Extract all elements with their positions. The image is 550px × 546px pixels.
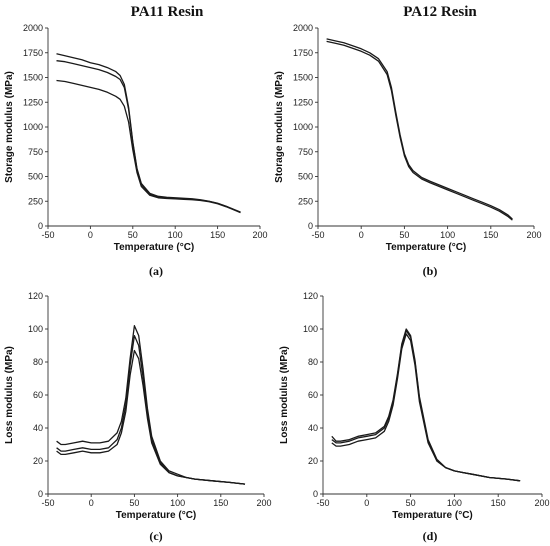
x-tick-label: 0 [359,230,364,240]
y-tick-label: 500 [28,172,43,182]
y-tick-label: 1500 [293,73,313,83]
x-tick-label: 200 [252,230,267,240]
x-tick-label: -50 [316,498,329,508]
y-tick-label: 20 [308,456,318,466]
y-tick-label: 1500 [23,73,43,83]
y-tick-label: 0 [308,221,313,231]
x-axis-label: Temperature (°C) [386,242,467,253]
y-tick-label: 120 [303,291,318,301]
x-tick-label: 150 [483,230,498,240]
x-tick-label: 0 [364,498,369,508]
column-title-pa12: PA12 Resin [403,4,477,20]
panel-label-c: (c) [149,529,162,543]
series-line-0 [56,53,241,213]
x-tick-label: 150 [210,230,225,240]
x-axis-label: Temperature (°C) [392,510,473,521]
series-line-1 [56,334,246,485]
x-tick-label: -50 [311,230,324,240]
series-line-1 [331,333,521,482]
y-tick-label: 1000 [23,122,43,132]
x-tick-label: -50 [41,230,54,240]
y-tick-label: 60 [33,390,43,400]
y-tick-label: 80 [308,357,318,367]
y-axis-label: Storage modulus (MPa) [4,71,15,183]
x-axis-label: Temperature (°C) [116,510,197,521]
x-tick-label: 0 [88,230,93,240]
column-title-pa11: PA11 Resin [131,4,204,20]
y-tick-label: 1750 [293,48,313,58]
y-tick-label: 250 [28,196,43,206]
y-tick-label: 250 [298,196,313,206]
series-line-1 [56,60,241,213]
y-tick-label: 40 [33,423,43,433]
y-tick-label: 2000 [293,23,313,33]
x-tick-label: 50 [129,498,139,508]
x-tick-label: 200 [256,498,271,508]
x-tick-label: 100 [168,230,183,240]
x-tick-label: 0 [89,498,94,508]
y-tick-label: 0 [313,489,318,499]
y-tick-label: 100 [28,324,43,334]
x-tick-label: 50 [406,498,416,508]
y-tick-label: 1250 [23,97,43,107]
series-line-0 [326,38,513,220]
x-axis-label: Temperature (°C) [114,242,195,253]
y-tick-label: 750 [28,147,43,157]
series-line-0 [331,329,521,482]
y-tick-label: 0 [38,489,43,499]
x-tick-label: 50 [399,230,409,240]
y-tick-label: 80 [33,357,43,367]
y-axis-label: Loss modulus (MPa) [279,346,290,444]
y-tick-label: 1250 [293,97,313,107]
x-tick-label: 100 [170,498,185,508]
x-tick-label: 200 [534,498,549,508]
y-tick-label: 60 [308,390,318,400]
x-tick-label: -50 [41,498,54,508]
series-line-2 [56,79,241,214]
y-tick-label: 40 [308,423,318,433]
y-tick-label: 500 [298,172,313,182]
y-axis-label: Loss modulus (MPa) [4,346,15,444]
x-tick-label: 200 [526,230,541,240]
y-tick-label: 2000 [23,23,43,33]
y-tick-label: 100 [303,324,318,334]
y-tick-label: 750 [298,147,313,157]
series-line-1 [326,40,513,221]
y-axis-label: Storage modulus (MPa) [274,71,285,183]
x-tick-label: 100 [440,230,455,240]
y-tick-label: 20 [33,456,43,466]
y-tick-label: 1000 [293,122,313,132]
y-tick-label: 1750 [23,48,43,58]
y-tick-label: 0 [38,221,43,231]
series-line-2 [56,349,246,485]
panel-label-d: (d) [423,529,438,543]
x-tick-label: 50 [128,230,138,240]
y-tick-label: 120 [28,291,43,301]
series-line-2 [331,328,521,482]
x-tick-label: 150 [491,498,506,508]
panel-label-b: (b) [423,264,438,278]
x-tick-label: 150 [213,498,228,508]
panel-label-a: (a) [149,264,163,278]
series-line-0 [56,325,246,485]
x-tick-label: 100 [447,498,462,508]
